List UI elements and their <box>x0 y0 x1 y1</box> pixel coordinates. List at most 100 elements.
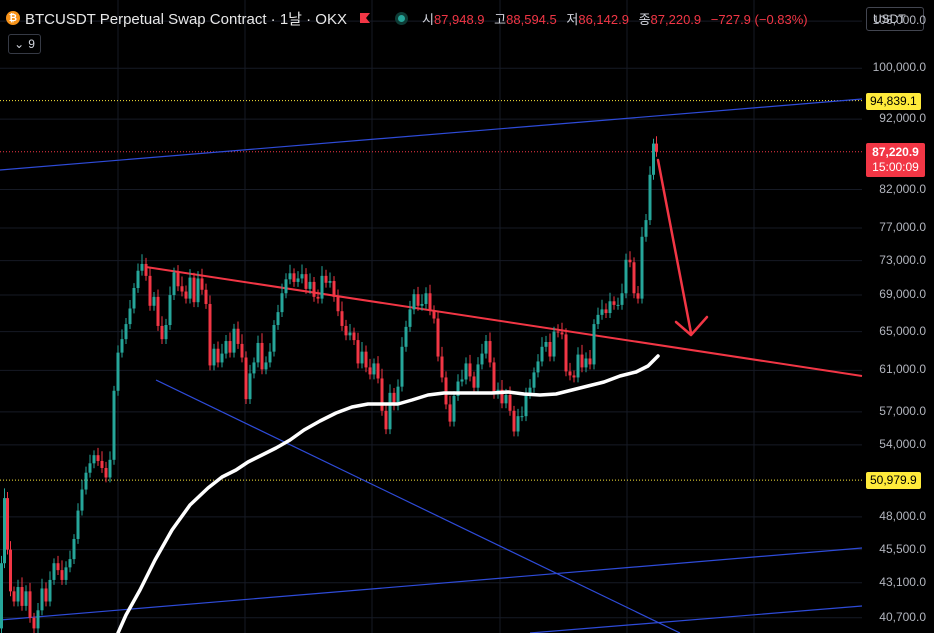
candle-body <box>424 293 428 304</box>
candle-body <box>452 395 456 422</box>
candle-body <box>0 563 3 629</box>
candle-body <box>324 275 328 283</box>
candle-body <box>540 346 544 362</box>
candle-body <box>616 304 620 306</box>
candle-body <box>548 342 552 357</box>
candle-body <box>24 591 28 606</box>
candle-body <box>388 392 392 430</box>
candle-body <box>96 455 100 461</box>
high-value: 88,594.5 <box>506 11 557 27</box>
candle-body <box>544 342 548 347</box>
candle-body <box>300 274 304 279</box>
candle-body <box>6 498 9 550</box>
open-value: 87,948.9 <box>433 11 485 27</box>
axis-tick-label: 45,500.0 <box>879 541 926 556</box>
candle-body <box>356 340 360 364</box>
candle-body <box>168 295 172 326</box>
candle-body <box>220 353 224 363</box>
candle-body <box>392 392 396 406</box>
candle-body <box>584 358 588 368</box>
candle-body <box>268 351 272 363</box>
candle-body <box>440 356 444 378</box>
candle-body <box>436 318 440 357</box>
candle-body <box>612 301 616 305</box>
candle-body <box>112 390 116 460</box>
candle-body <box>108 459 112 478</box>
axis-tick-label: 100,000.0 <box>872 60 926 75</box>
candle-body <box>68 559 72 568</box>
candle-body <box>480 353 484 365</box>
candle-body <box>444 377 448 405</box>
low-value: 86,142.9 <box>578 11 629 27</box>
candle-body <box>192 277 196 303</box>
axis-tick-label: 73,000.0 <box>879 252 926 267</box>
candle-body <box>492 362 496 394</box>
candle-body <box>140 263 144 271</box>
flag-icon[interactable] <box>359 13 370 23</box>
candle-body <box>412 294 416 310</box>
candle-body <box>124 324 128 340</box>
symbol-title[interactable]: BTCUSDT Perpetual Swap Contract · 1날 · O… <box>25 10 347 28</box>
candle-body <box>236 328 240 344</box>
candle-body <box>104 467 108 478</box>
candle-body <box>264 362 268 370</box>
candle-body <box>416 294 420 306</box>
candle-body <box>552 331 556 357</box>
candle-body <box>504 394 508 404</box>
currency-label: USDT <box>873 12 906 26</box>
candle-body <box>592 324 596 365</box>
candle-body <box>328 281 332 283</box>
candle-body <box>476 364 480 388</box>
candle-body <box>640 236 644 299</box>
candle-body <box>16 587 20 602</box>
candle-body <box>644 220 648 237</box>
close-label: 종 <box>638 11 651 27</box>
candle-body <box>44 588 48 602</box>
axis-tick-label: 69,000.0 <box>879 287 926 302</box>
candle-body <box>488 341 492 363</box>
axis-tick-label: 65,000.0 <box>879 323 926 338</box>
candle-body <box>72 538 76 560</box>
candle-body <box>432 310 436 319</box>
candle-body <box>648 174 652 221</box>
axis-tick-label: 57,000.0 <box>879 403 926 418</box>
candle-body <box>196 278 200 303</box>
candle-body <box>576 354 580 378</box>
candle-body <box>132 288 136 309</box>
lower-channel-line <box>0 547 863 621</box>
currency-button[interactable]: USDT <box>866 7 924 31</box>
candle-body <box>260 342 264 370</box>
indicators-toggle-button[interactable]: ⌄ 9 <box>8 34 41 54</box>
axis-tick-label: 77,000.0 <box>879 219 926 234</box>
candle-body <box>200 278 204 290</box>
candle-body <box>116 352 120 391</box>
axis-tick-label: 54,000.0 <box>879 436 926 451</box>
candle-body <box>400 346 404 387</box>
candle-body <box>655 143 658 152</box>
candle-body <box>312 281 316 297</box>
candle-body <box>384 410 388 430</box>
resistance-trendline <box>145 266 863 377</box>
candle-body <box>216 348 220 363</box>
candle-body <box>100 460 104 468</box>
candle-body <box>288 273 292 280</box>
candle-body <box>188 277 192 299</box>
candle-body <box>580 354 584 368</box>
candle-body <box>176 272 180 287</box>
candle-body <box>244 357 248 400</box>
axis-tick-label: 82,000.0 <box>879 181 926 196</box>
candle-body <box>472 376 476 388</box>
candle-body <box>248 373 252 400</box>
candle-body <box>516 416 520 432</box>
close-value: 87,220.9 <box>650 11 702 27</box>
candle-body <box>420 303 424 306</box>
moving-average <box>116 354 660 633</box>
price-level-tag: 50,979.9 <box>866 472 921 490</box>
ohlc-readout: 시87,948.9 고88,594.5 저86,142.9 종87,220.9 … <box>422 9 808 28</box>
candle-body <box>344 325 348 336</box>
high-label: 고 <box>494 11 507 27</box>
price-levels <box>0 100 862 481</box>
candle-body <box>624 259 628 294</box>
